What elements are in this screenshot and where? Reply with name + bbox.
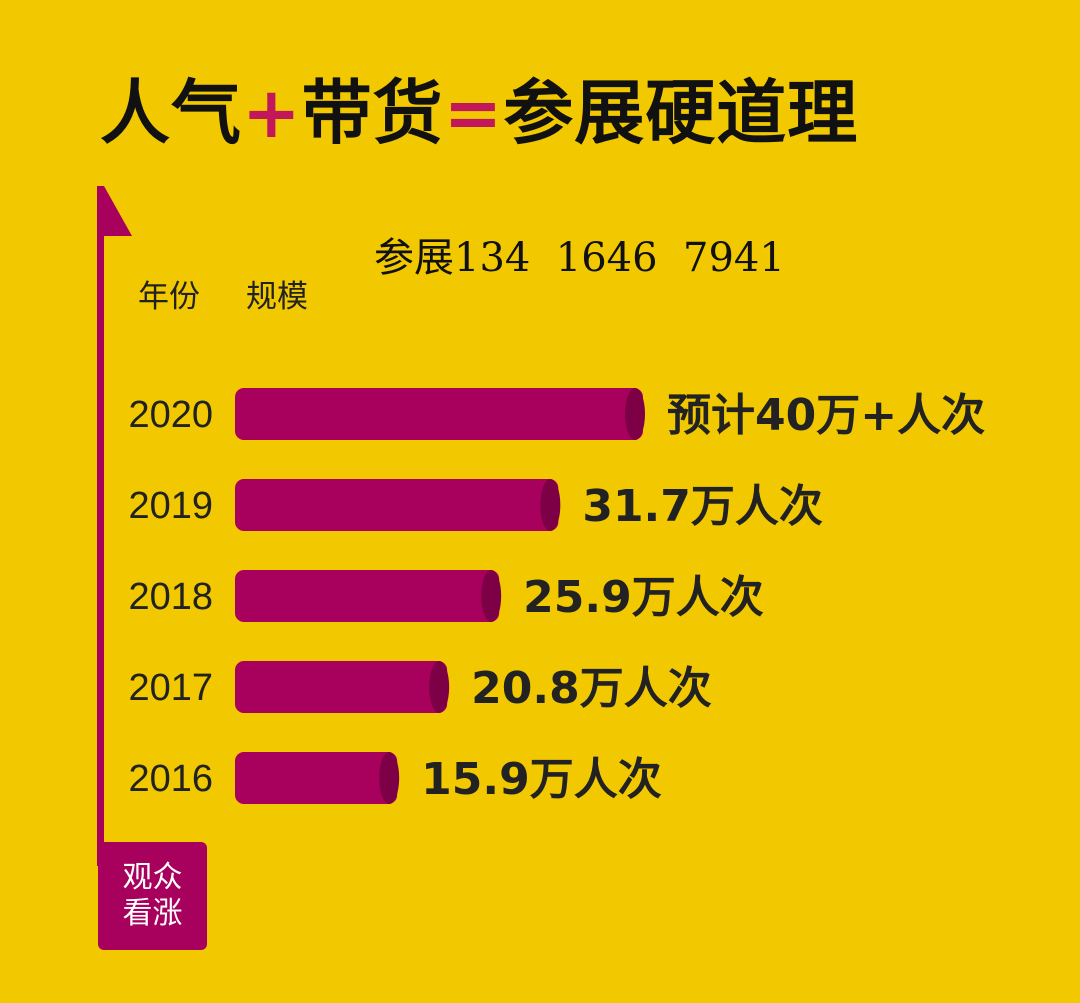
value-label: 预计40万+人次 — [667, 390, 985, 441]
bar-group-2020: 2020 预计40万+人次 — [128, 388, 985, 441]
chart-title: 人气+带货=参展硬道理 — [100, 78, 858, 148]
value-label: 31.7万人次 — [582, 481, 823, 532]
value-label: 15.9万人次 — [421, 754, 662, 805]
year-column-header: 年份 — [138, 279, 200, 315]
year-label: 2020 — [128, 394, 213, 436]
audience-rising-badge: 观众 看涨 — [98, 842, 207, 950]
bar-end-cap — [379, 752, 400, 804]
title-part-3: 参展硬道理 — [503, 72, 859, 154]
title-part-2: 带货 — [301, 72, 444, 154]
bar-end-cap — [625, 388, 645, 440]
bar-group-2016: 2016 15.9万人次 — [128, 752, 662, 805]
bar-end-cap — [429, 661, 450, 713]
badge-line-2: 看涨 — [122, 896, 183, 931]
bar — [235, 752, 398, 804]
bar-end-cap — [481, 570, 502, 622]
phone-number-text: 参展134 1646 7941 — [374, 235, 785, 281]
year-label: 2019 — [128, 485, 213, 527]
vertical-axis-line — [97, 186, 104, 866]
value-label: 20.8万人次 — [471, 663, 712, 714]
bar-end-cap — [540, 479, 561, 531]
year-label: 2016 — [128, 758, 213, 800]
title-part-1: 人气 — [100, 72, 242, 154]
bar — [235, 661, 448, 713]
title-equals-sign: = — [443, 72, 504, 154]
bar-group-2018: 2018 25.9万人次 — [128, 570, 764, 623]
bar-group-2017: 2017 20.8万人次 — [128, 661, 712, 714]
bar-group-2019: 2019 31.7万人次 — [128, 479, 823, 532]
bar — [235, 388, 643, 440]
bar — [235, 479, 559, 531]
badge-line-1: 观众 — [122, 860, 183, 895]
year-label: 2018 — [128, 576, 213, 618]
axis-arrow-flag — [104, 186, 132, 236]
year-label: 2017 — [128, 667, 213, 709]
value-label: 25.9万人次 — [523, 572, 764, 623]
title-plus-sign: + — [242, 72, 302, 154]
scale-column-header: 规模 — [246, 279, 308, 315]
bar — [235, 570, 500, 622]
